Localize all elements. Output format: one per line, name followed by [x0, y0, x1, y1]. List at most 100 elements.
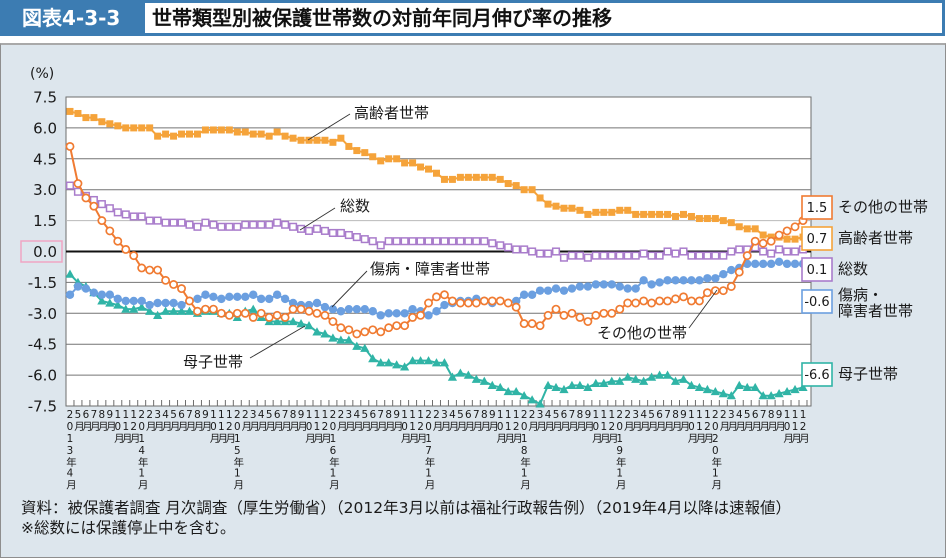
point-elderly	[170, 132, 178, 140]
x-tick-label: 11月	[120, 409, 132, 444]
point-other	[232, 308, 242, 318]
zero-label-highlight	[20, 240, 63, 263]
point-other	[463, 298, 473, 308]
point-sick	[727, 265, 736, 275]
chart-notes: 資料：被保護者調査 月次調査（厚生労働省）（2012年3月以前は福祉行政報告例）…	[21, 498, 791, 538]
point-other	[663, 296, 673, 306]
point-total	[312, 224, 322, 233]
point-mother	[758, 391, 768, 400]
point-elderly	[464, 173, 472, 181]
point-elderly	[289, 134, 297, 142]
point-mother	[662, 370, 673, 379]
point-sick	[695, 276, 704, 285]
x-tick-label: 6月	[271, 409, 283, 432]
point-sick	[758, 259, 768, 269]
x-tick-label: 3月	[438, 409, 450, 432]
point-elderly	[377, 157, 385, 165]
point-sick	[392, 309, 401, 318]
point-elderly	[600, 208, 608, 216]
annotation-other: その他の世帯	[597, 289, 718, 342]
end-value: 0.7	[807, 232, 828, 247]
point-total	[400, 237, 409, 246]
point-sick	[527, 290, 537, 299]
x-tick-label: 11月	[693, 409, 705, 444]
point-other	[392, 321, 402, 331]
point-other	[702, 288, 712, 298]
point-elderly	[648, 210, 656, 218]
x-tick-label: 8月	[670, 409, 682, 432]
point-other	[161, 275, 171, 285]
point-other	[73, 179, 83, 188]
point-mother	[439, 358, 450, 367]
point-mother	[320, 329, 330, 338]
point-mother	[336, 335, 346, 344]
point-mother	[782, 386, 792, 396]
point-elderly	[146, 124, 154, 132]
point-sick	[535, 286, 545, 295]
point-elderly	[544, 200, 552, 208]
point-elderly	[201, 126, 209, 134]
end-label-mother: -6.6 母子世帯	[801, 362, 898, 387]
x-tick-label: 11月	[215, 409, 227, 444]
point-elderly	[520, 186, 528, 194]
point-elderly	[624, 206, 632, 214]
x-tick-label: 7月	[566, 409, 578, 432]
point-elderly	[233, 128, 241, 136]
point-mother	[678, 374, 689, 383]
point-sick	[344, 304, 354, 314]
point-other	[376, 327, 386, 337]
point-sick	[153, 298, 162, 308]
end-value-box	[801, 257, 833, 282]
point-elderly	[162, 130, 170, 138]
point-elderly	[448, 175, 456, 183]
point-other	[272, 310, 282, 320]
point-sick	[408, 304, 417, 314]
point-other	[694, 296, 704, 306]
x-tick-label: 5月	[359, 409, 371, 432]
x-tick-label: 12月	[701, 409, 713, 444]
point-elderly	[273, 128, 281, 136]
point-total	[711, 251, 720, 260]
point-elderly	[488, 173, 496, 181]
leader-line	[249, 325, 306, 359]
x-tick-label: 2015年1月	[231, 409, 243, 491]
x-tick-label: 6月	[749, 409, 761, 432]
x-tick-label: 8月	[765, 409, 777, 432]
point-mother	[407, 356, 418, 365]
point-sick	[193, 294, 202, 304]
x-tick-label: 4月	[160, 409, 172, 432]
point-mother	[447, 372, 458, 381]
end-label-total: 0.1 総数	[801, 257, 868, 282]
point-elderly	[154, 132, 162, 140]
x-tick-label: 12月	[510, 409, 522, 444]
point-mother	[742, 382, 752, 392]
point-other	[710, 286, 720, 296]
point-elderly	[74, 109, 82, 117]
point-other	[208, 304, 218, 314]
point-total	[695, 251, 704, 260]
point-total	[177, 218, 186, 227]
point-mother	[328, 333, 338, 342]
point-total	[424, 237, 433, 246]
point-elderly	[480, 173, 488, 181]
point-total	[344, 230, 353, 240]
x-tick-label: 2014年1月	[136, 409, 148, 491]
y-tick-label: -7.5	[28, 398, 57, 416]
point-mother	[248, 304, 258, 313]
point-total	[320, 226, 329, 235]
point-elderly	[687, 212, 695, 220]
point-other	[591, 310, 601, 320]
x-tick-label: 9月	[104, 409, 116, 432]
source-note: 資料：被保護者調査 月次調査（厚生労働省）（2012年3月以前は福祉行政報告例）…	[21, 499, 792, 517]
point-total	[241, 220, 250, 229]
point-elderly	[193, 130, 201, 138]
point-other	[615, 304, 625, 314]
point-other	[81, 193, 91, 203]
point-sick	[145, 300, 154, 310]
x-tick-label: 7月	[375, 409, 387, 432]
point-sick	[631, 284, 640, 293]
x-tick-label: 10月	[494, 409, 506, 444]
point-elderly	[496, 175, 504, 183]
point-total	[185, 220, 194, 229]
